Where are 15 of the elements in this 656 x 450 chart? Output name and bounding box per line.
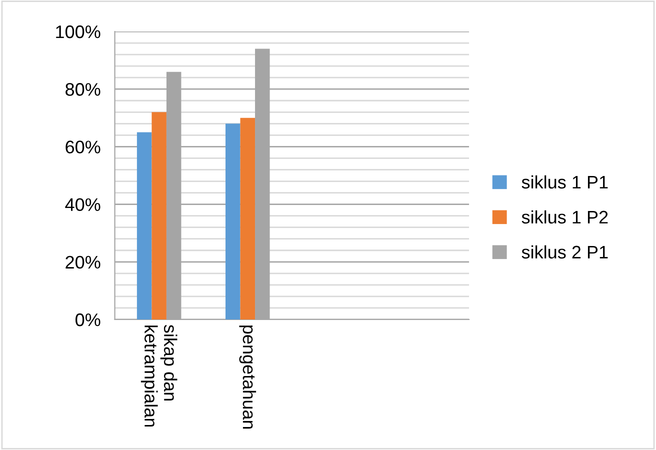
bar (136, 132, 152, 320)
y-tick-label: 40% (65, 198, 100, 212)
y-tick-label: 0% (76, 313, 100, 326)
y-tick-label: 60% (66, 140, 100, 154)
x-tick-label: sikap dan ketrampialan (140, 324, 178, 427)
y-tick-label: 100% (56, 25, 100, 38)
bar (152, 112, 166, 320)
y-tick-label: 80% (66, 83, 100, 96)
bar (240, 118, 256, 320)
legend-label: siklus 1 P2 (522, 210, 608, 224)
bar (226, 124, 240, 320)
legend-label: siklus 2 P1 (522, 245, 608, 259)
legend-label: siklus 1 P1 (522, 175, 608, 189)
y-tick-label: 20% (66, 256, 100, 269)
x-tick-label: pengetahuan (239, 326, 256, 429)
